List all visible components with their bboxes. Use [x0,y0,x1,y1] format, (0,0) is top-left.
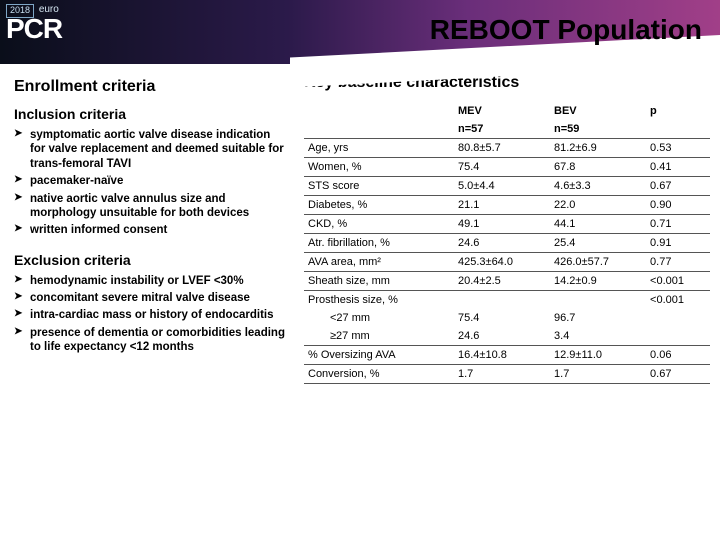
left-column: Enrollment criteria Inclusion criteria s… [0,64,300,540]
table-row: <27 mm75.496.7 [304,309,710,327]
table-row-prosthesis: Prosthesis size, %<0.001 [304,291,710,310]
col-bev-n: n=59 [550,120,646,139]
table-header-row: MEV BEV p [304,102,710,120]
baseline-table: MEV BEV p n=57 n=59 Age, yrs80.8±5.781.2… [304,102,710,384]
content-area: Enrollment criteria Inclusion criteria s… [0,64,720,540]
exclusion-heading: Exclusion criteria [14,252,288,268]
col-mev-n: n=57 [454,120,550,139]
inclusion-heading: Inclusion criteria [14,106,288,122]
list-item: pacemaker-naïve [14,174,288,188]
euro-pcr-logo: 2018 euro PCR [6,4,62,45]
slide-title: REBOOT Population [430,14,702,46]
table-row: Diabetes, %21.122.00.90 [304,196,710,215]
table-row: % Oversizing AVA16.4±10.812.9±11.00.06 [304,346,710,365]
table-row: STS score5.0±4.44.6±3.30.67 [304,177,710,196]
table-row: CKD, %49.144.10.71 [304,215,710,234]
logo-brand: PCR [6,14,62,45]
exclusion-list: hemodynamic instability or LVEF <30% con… [14,274,288,355]
table-row: Women, %75.467.80.41 [304,158,710,177]
table-row: AVA area, mm²425.3±64.0426.0±57.70.77 [304,253,710,272]
list-item: concomitant severe mitral valve disease [14,291,288,305]
header-banner: 2018 euro PCR REBOOT Population [0,0,720,64]
right-column: Key baseline characteristics MEV BEV p n… [300,64,720,540]
enrollment-heading: Enrollment criteria [14,78,288,96]
inclusion-list: symptomatic aortic valve disease indicat… [14,128,288,238]
blank-header [304,102,454,120]
list-item: native aortic valve annulus size and mor… [14,192,288,221]
col-mev: MEV [454,102,550,120]
list-item: symptomatic aortic valve disease indicat… [14,128,288,171]
list-item: hemodynamic instability or LVEF <30% [14,274,288,288]
table-row: Conversion, %1.71.70.67 [304,365,710,384]
col-bev: BEV [550,102,646,120]
table-header-n-row: n=57 n=59 [304,120,710,139]
list-item: presence of dementia or comorbidities le… [14,326,288,355]
list-item: written informed consent [14,223,288,237]
col-p: p [646,102,710,120]
table-row: ≥27 mm24.63.4 [304,327,710,346]
table-row: Age, yrs80.8±5.781.2±6.90.53 [304,139,710,158]
table-row: Sheath size, mm20.4±2.514.2±0.9<0.001 [304,272,710,291]
table-row: Atr. fibrillation, %24.625.40.91 [304,234,710,253]
list-item: intra-cardiac mass or history of endocar… [14,308,288,322]
